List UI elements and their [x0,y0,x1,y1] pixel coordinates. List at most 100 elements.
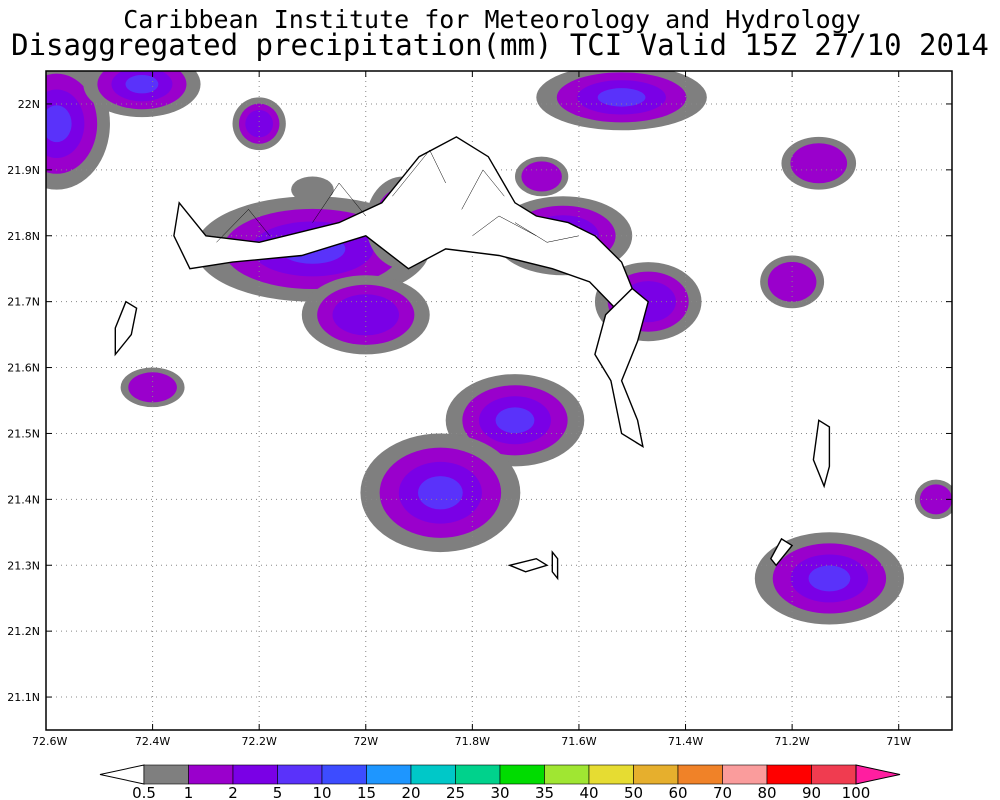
lat-tick-label: 21.7N [7,296,40,309]
precip-level-4 [125,74,159,94]
colorbar-under-arrow [99,764,145,785]
longitude-axis: 72.6W 72.4W 72.2W 72W 71.8W 71.6W 71.4W 71.2W 71… [32,71,911,748]
precip-cell [914,479,952,520]
precip-cell [754,532,905,625]
colorbar-swatch [188,764,234,785]
precip-level-4 [808,565,851,592]
lat-tick-label: 21.1N [7,691,40,704]
lon-tick-label: 72.4W [135,735,170,748]
colorbar-label: 15 [357,784,376,800]
precip-level-1 [291,176,334,203]
district-boundary [312,182,366,223]
precip-cell [83,71,201,118]
colorbar-label: 0.5 [132,784,156,800]
colorbar-label: 40 [579,784,598,800]
map-title: Caribbean Institute for Meteorology and … [123,5,861,34]
island-long-cay [551,550,559,581]
precip-cell [781,136,857,190]
precip-cell [536,71,707,131]
colorbar-label: 20 [401,784,420,800]
colorbar-label: 35 [535,784,554,800]
colorbar-swatch [677,764,723,785]
lon-tick-label: 72W [353,735,378,748]
precip-level-3 [245,110,274,138]
lon-tick-label: 72.2W [241,735,276,748]
colorbar-label: 2 [228,784,238,800]
colorbar-swatch [277,764,323,785]
colorbar-label: 70 [713,784,732,800]
plot-frame [45,70,953,731]
coastlines [114,136,831,581]
colorbar-label: 50 [624,784,643,800]
lon-tick-label: 71.6W [561,735,596,748]
precip-level-2 [790,143,848,184]
lat-tick-label: 21.6N [7,362,40,375]
colorbar-swatch [232,764,278,785]
colorbar: 0.5 1 2 5 10 15 20 25 30 35 40 50 60 70 80 90 100 [99,764,901,800]
colorbar-swatch [366,764,412,785]
lon-tick-label: 72.6W [32,735,67,748]
island-caicos [173,136,633,317]
district-boundary [216,209,270,243]
colorbar-label: 80 [757,784,776,800]
colorbar-swatch [722,764,768,785]
colorbar-swatch [321,764,367,785]
colorbar-label: 5 [273,784,283,800]
island-grand-turk [812,419,831,489]
precip-level-4 [417,476,463,510]
district-boundary [514,222,579,243]
precip-level-4 [495,407,535,434]
lat-tick-label: 21.4N [7,493,40,506]
lat-tick-label: 21.3N [7,559,40,572]
colorbar-label: 30 [490,784,509,800]
precip-cell [120,367,185,408]
lat-tick-label: 21.5N [7,427,40,440]
district-boundary [472,215,537,237]
colorbar-label: 1 [184,784,194,800]
lat-tick-label: 22N [18,98,40,111]
island-salt-cay [769,537,794,567]
colorbar-over-arrow [855,764,901,785]
precip-cell [301,275,430,355]
precip-level-3 [332,294,400,336]
precip-cell [360,433,521,553]
colorbar-swatch [143,764,189,785]
colorbar-swatch [766,764,812,785]
lat-tick-label: 21.2N [7,625,40,638]
colorbar-label: 90 [802,784,821,800]
lon-tick-label: 71.4W [668,735,703,748]
precip-level-4 [46,105,72,143]
precip-cell [232,97,286,151]
island-south-cay [507,557,549,573]
lon-tick-label: 71W [886,735,911,748]
colorbar-label: 60 [668,784,687,800]
lon-tick-label: 71.2W [774,735,809,748]
district-boundary [392,149,446,197]
district-boundary [461,169,505,210]
island-east-caicos [594,287,649,449]
colorbar-swatch [588,764,634,785]
colorbar-swatch [633,764,679,785]
lat-tick-label: 21.9N [7,164,40,177]
map-subtitle: Disaggregated precipitation(mm) TCI Vali… [11,28,989,62]
precip-level-4 [597,88,646,107]
precip-cell [46,71,110,190]
precip-level-2 [919,484,952,515]
latitude-axis: 22N 21.9N 21.8N 21.7N 21.6N 21.5N 21.4N 21.3N 21… [7,98,952,704]
colorbar-label: 25 [446,784,465,800]
precip-cell [514,156,569,197]
colorbar-swatch [499,764,545,785]
colorbar-label: 10 [312,784,331,800]
colorbar-swatch [410,764,456,785]
lon-tick-label: 71.8W [455,735,490,748]
precip-level-2 [128,372,177,403]
precip-level-2 [521,161,562,192]
lat-tick-label: 21.8N [7,230,40,243]
colorbar-swatch [811,764,857,785]
colorbar-swatch [455,764,501,785]
precip-cell [291,176,334,203]
colorbar-label: 100 [842,784,871,800]
colorbar-swatch [544,764,590,785]
island-west-caicos [114,300,138,357]
